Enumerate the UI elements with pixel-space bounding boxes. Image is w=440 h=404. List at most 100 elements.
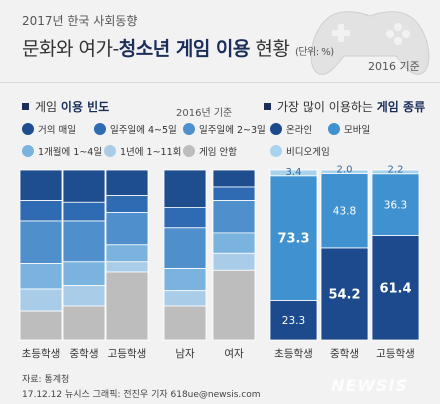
bar-segment [371, 169, 420, 175]
bar-segment [320, 169, 369, 174]
legend-label: 1개월에 1~4일 [38, 147, 103, 158]
page-title: 문화와 여가-청소년 게임 이용 현황 (단위: %) [22, 34, 334, 61]
data-label: 23.3 [282, 315, 305, 327]
bar-segment [19, 200, 63, 222]
year-label: 2016 기준 [368, 60, 420, 73]
left-note: 2016년 기준 [176, 108, 233, 119]
kicker: 2017년 한국 사회동향 [22, 14, 138, 28]
title-suffix: 현황 [249, 38, 290, 60]
left-section-title: 게임 이용 빈도 [22, 98, 109, 115]
unit-label: (단위: %) [294, 47, 334, 58]
legend-item: 거의 매일 [22, 122, 76, 136]
source-text: 자료: 통계청 [22, 375, 70, 385]
legend-dot [104, 145, 116, 157]
bar-segment [163, 290, 207, 307]
bar-segment [19, 169, 63, 202]
data-label: 43.8 [333, 205, 356, 217]
bar-segment [19, 288, 63, 312]
legend-item: 1개월에 1~4일 [22, 144, 102, 158]
legend-item: 온라인 [270, 122, 312, 136]
right-title-prefix: 가장 많이 이용하는 [277, 100, 377, 114]
bar-segment [105, 261, 149, 273]
legend-label: 일주일에 2~3일 [199, 125, 266, 136]
bar-segment [212, 252, 256, 271]
title-prefix: 문화와 여가- [22, 38, 119, 60]
legend-dot [183, 145, 195, 157]
data-label: 61.4 [379, 281, 411, 296]
bar-segment [105, 212, 149, 246]
bar-segment [163, 305, 207, 341]
legend-label: 1년에 1~11회 [120, 147, 182, 158]
legend-dot [270, 145, 282, 157]
data-label: 73.3 [277, 232, 309, 247]
category-label: 고등학생 [108, 348, 147, 360]
legend-item: 게임 안함 [183, 144, 237, 158]
bar-segment [19, 220, 63, 264]
bar-segment [163, 169, 207, 208]
legend-label: 게임 안함 [199, 147, 237, 158]
data-label: 54.2 [328, 288, 360, 303]
newsis-logo: NEWSIS [331, 376, 408, 395]
legend-item: 모바일 [328, 122, 370, 136]
legend-label: 거의 매일 [38, 125, 76, 136]
bullet-square-icon [264, 103, 271, 110]
category-label: 중학생 [70, 348, 99, 360]
bar-segment [19, 310, 63, 341]
divider [0, 82, 440, 83]
bar-segment [269, 175, 318, 301]
right-title-bold: 게임 종류 [376, 100, 426, 114]
category-label: 중학생 [330, 348, 359, 360]
category-label: 초등학생 [274, 348, 313, 360]
legend-dot [94, 123, 106, 135]
bar-segment [62, 261, 106, 286]
bar-segment [371, 173, 420, 236]
data-label: 3.4 [286, 167, 302, 178]
bar-segment [269, 169, 318, 177]
data-label: 2.0 [337, 164, 353, 175]
game-controller-icon [310, 11, 430, 75]
bar-segment [62, 201, 106, 222]
data-label: 36.3 [384, 199, 407, 211]
category-label: 남자 [175, 348, 195, 360]
category-label: 고등학생 [376, 348, 415, 360]
legend-dot [328, 123, 340, 135]
legend-item: 일주일에 2~3일 [183, 122, 266, 136]
bar-segment [212, 269, 256, 341]
legend-label: 비디오게임 [286, 147, 330, 158]
bar-segment [269, 299, 318, 341]
bar-segment [105, 244, 149, 263]
legend-dot [183, 123, 195, 135]
category-label: 여자 [224, 348, 244, 360]
legend-label: 모바일 [344, 125, 371, 136]
bar-segment [163, 268, 207, 292]
bar-segment [62, 285, 106, 307]
bar-segment [105, 195, 149, 213]
category-label: 초등학생 [22, 348, 61, 360]
legend-item: 1년에 1~11회 [104, 144, 181, 158]
bar-segment [62, 220, 106, 263]
bar-segment [163, 206, 207, 229]
title-bold: 청소년 게임 이용 [118, 38, 251, 60]
bar-segment [320, 247, 369, 341]
left-title-prefix: 게임 [35, 100, 61, 114]
legend-item: 비디오게임 [270, 144, 330, 158]
legend-item: 일주일에 4~5일 [94, 122, 177, 136]
bar-segment [163, 227, 207, 270]
bullet-square-icon [22, 103, 29, 110]
bar-segment [105, 169, 149, 196]
legend-dot [22, 123, 34, 135]
bar-segment [371, 235, 420, 341]
legend-label: 일주일에 4~5일 [110, 125, 177, 136]
bar-segment [212, 232, 256, 254]
bar-segment [62, 169, 106, 203]
legend-label: 온라인 [286, 125, 313, 136]
bar-segment [62, 305, 106, 341]
bar-segment [212, 200, 256, 234]
right-section-title: 가장 많이 이용하는 게임 종류 [264, 98, 425, 115]
data-label: 2.2 [388, 165, 404, 176]
bar-segment [212, 169, 256, 188]
bar-segment [212, 186, 256, 202]
legend-dot [270, 123, 282, 135]
